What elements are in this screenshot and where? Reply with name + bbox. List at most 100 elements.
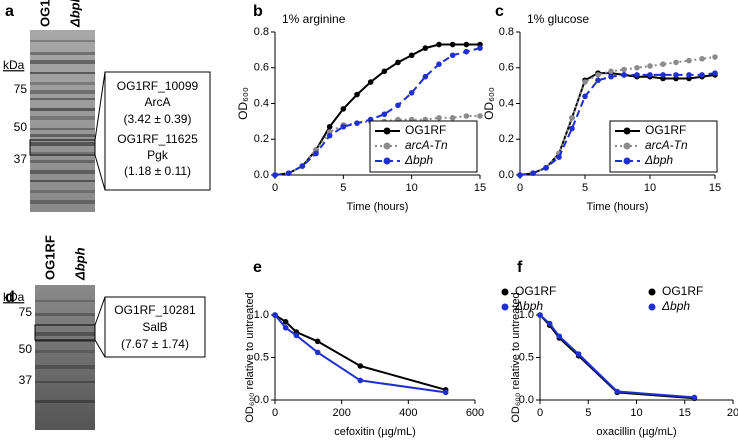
callout-text: OG1RF_10281 (114, 303, 196, 317)
gel-band (30, 152, 95, 154)
data-point (272, 172, 278, 178)
legend-marker (648, 303, 656, 311)
x-tick-label: 0 (272, 407, 278, 419)
data-point (546, 320, 553, 327)
x-tick-label: 0 (537, 407, 543, 419)
unit-label: kDa (3, 58, 25, 72)
data-point (569, 125, 575, 132)
y-tick-label: 0.2 (254, 133, 269, 145)
data-point (614, 388, 620, 395)
data-point (582, 93, 588, 100)
gel-band (35, 365, 95, 369)
data-point (660, 61, 666, 67)
gel-band (30, 98, 95, 100)
data-point (422, 73, 429, 80)
data-point (537, 312, 543, 318)
data-point (621, 72, 627, 78)
data-point (449, 52, 456, 59)
data-point (712, 54, 718, 60)
data-point (530, 170, 536, 177)
callout-box (104, 71, 211, 191)
data-point (569, 115, 575, 121)
gel-band (30, 160, 95, 163)
data-point (477, 113, 483, 119)
data-point (634, 64, 640, 71)
panel-letter: e (253, 259, 262, 276)
legend-marker (501, 303, 509, 311)
legend-label: Δbph (644, 153, 673, 167)
data-point (395, 59, 401, 66)
gel-image (35, 285, 95, 430)
series-line (519, 72, 716, 176)
callout-text: (3.42 ± 0.39) (124, 112, 192, 126)
lane-label: Δbph (67, 0, 82, 28)
data-point (621, 66, 627, 73)
panel-letter: d (5, 289, 15, 306)
marker-label: 37 (14, 152, 28, 166)
gel-band (35, 340, 95, 342)
gel-band (30, 52, 95, 55)
marker-label: 75 (19, 305, 33, 319)
data-point (463, 48, 470, 55)
callout-line (94, 339, 106, 358)
y-tick-label: 0.6 (499, 62, 514, 74)
data-point (582, 79, 588, 85)
data-point (647, 63, 653, 69)
x-tick-label: 10 (630, 407, 642, 419)
y-tick-label: 0.0 (519, 394, 534, 406)
data-point (354, 120, 360, 126)
data-point (699, 56, 705, 62)
legend-marker (623, 157, 631, 165)
data-point (357, 363, 364, 369)
panel-letter: c (495, 3, 504, 20)
x-tick-label: 20 (727, 407, 738, 419)
x-tick-label: 0 (517, 182, 523, 194)
legend-marker (623, 142, 631, 150)
x-tick-label: 5 (582, 182, 588, 194)
x-tick-label: 15 (709, 182, 721, 194)
data-point (634, 72, 640, 78)
callout-text: Pgk (147, 148, 169, 162)
gel-band (30, 200, 95, 204)
data-point (285, 170, 292, 177)
data-point (408, 89, 415, 96)
x-axis-label: Time (hours) (347, 201, 409, 213)
x-axis-label: cefoxitin (µg/mL) (334, 426, 416, 438)
gel-band (35, 332, 95, 336)
data-point (357, 377, 364, 384)
y-tick-label: 0.0 (499, 169, 514, 181)
data-point (442, 389, 449, 396)
y-tick-label: 0.8 (499, 26, 514, 38)
data-point (673, 59, 679, 66)
callout-text: (7.67 ± 1.74) (121, 337, 189, 351)
x-tick-label: 10 (406, 182, 418, 194)
gel-band (35, 300, 95, 302)
gel-band (30, 108, 95, 111)
data-point (299, 163, 306, 169)
series-line (519, 56, 716, 176)
x-tick-label: 400 (399, 407, 417, 419)
data-point (326, 132, 333, 139)
data-point (712, 70, 718, 76)
y-tick-label: 0.5 (519, 351, 534, 363)
y-tick-label: 1.0 (254, 309, 269, 321)
data-point (326, 123, 333, 130)
gel-band (30, 180, 95, 182)
gel-band (30, 190, 95, 193)
data-point (673, 72, 679, 78)
marker-label: 50 (19, 342, 33, 356)
data-point (436, 41, 442, 48)
x-tick-label: 5 (340, 182, 346, 194)
gel-band (30, 82, 95, 85)
x-axis-label: oxacillin (µg/mL) (596, 426, 676, 438)
callout-text: SalB (142, 320, 167, 334)
data-point (395, 102, 401, 109)
series-line (274, 47, 481, 176)
callout-line (94, 154, 106, 191)
gel-band (30, 142, 95, 146)
data-point (340, 123, 347, 130)
y-tick-label: 0.2 (499, 133, 514, 145)
gel-band (30, 134, 95, 137)
data-point (293, 332, 300, 339)
